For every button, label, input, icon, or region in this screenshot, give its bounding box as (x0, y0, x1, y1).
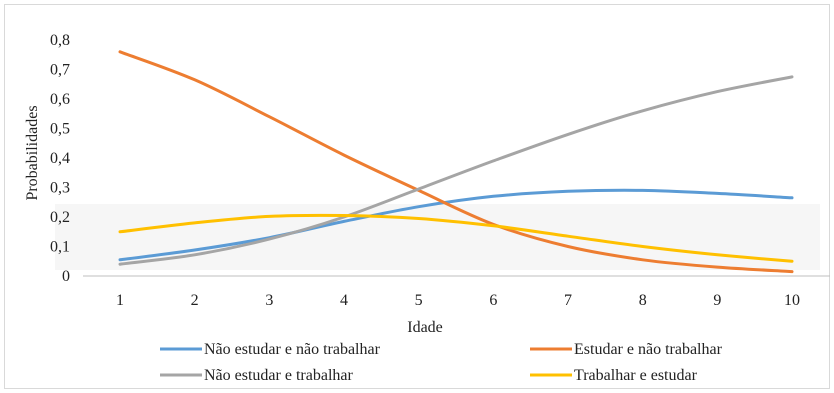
legend-item-nao-estudar-nao-trabalhar: Não estudar e não trabalhar (160, 341, 381, 358)
legend-item-nao-estudar-trabalhar: Não estudar e trabalhar (160, 367, 353, 384)
y-tick-label: 0,6 (50, 91, 70, 108)
legend-label: Trabalhar e estudar (574, 367, 698, 384)
x-axis-ticks: 1 2 3 4 5 6 7 8 9 10 (116, 292, 800, 309)
y-tick-label: 0,8 (50, 32, 70, 49)
series-line-nao-estudar-trabalhar (118, 75, 794, 266)
series-line-trabalhar-estudar (118, 213, 794, 263)
x-axis-title: Idade (407, 319, 443, 336)
y-tick-label: 0,7 (50, 62, 70, 79)
x-tick-label: 3 (265, 292, 273, 309)
legend: Não estudar e não trabalhar Estudar e não… (160, 341, 723, 384)
x-tick-label: 8 (639, 292, 647, 309)
y-axis-title: Probabilidades (24, 105, 41, 200)
x-tick-label: 5 (415, 292, 423, 309)
x-tick-label: 7 (564, 292, 572, 309)
y-tick-label: 0,5 (50, 121, 70, 138)
x-tick-label: 2 (191, 292, 199, 309)
legend-label: Não estudar e não trabalhar (204, 341, 381, 358)
y-axis-ticks: 0 0,1 0,2 0,3 0,4 0,5 0,6 0,7 0,8 (50, 32, 70, 285)
x-tick-label: 9 (713, 292, 721, 309)
y-tick-label: 0,2 (50, 209, 70, 226)
series-lines (118, 50, 794, 274)
x-tick-label: 6 (489, 292, 497, 309)
plot-shade (55, 204, 820, 270)
y-tick-label: 0 (62, 268, 70, 285)
x-tick-label: 4 (340, 292, 348, 309)
legend-item-trabalhar-estudar: Trabalhar e estudar (530, 367, 698, 384)
series-line-nao-estudar-nao-trabalhar (118, 188, 794, 262)
legend-label: Estudar e não trabalhar (574, 341, 723, 358)
legend-item-estudar-nao-trabalhar: Estudar e não trabalhar (530, 341, 723, 358)
x-tick-label: 1 (116, 292, 124, 309)
y-tick-label: 0,1 (50, 239, 70, 256)
x-tick-label: 10 (784, 292, 800, 309)
chart-frame (4, 4, 830, 389)
legend-label: Não estudar e trabalhar (204, 367, 353, 384)
series-line-estudar-nao-trabalhar (118, 50, 794, 274)
y-tick-label: 0,4 (50, 150, 70, 167)
y-tick-label: 0,3 (50, 180, 70, 197)
